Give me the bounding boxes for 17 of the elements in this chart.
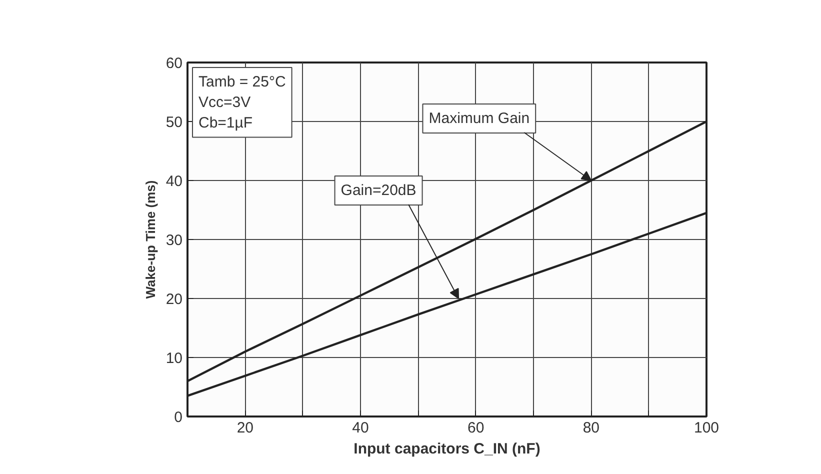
x-tick-label: 80 bbox=[582, 420, 600, 436]
x-tick-label: 40 bbox=[352, 420, 369, 436]
annotation: Tamb = 25°C Vcc=3V Cb=1µF bbox=[198, 74, 286, 132]
y-tick-label: 30 bbox=[166, 232, 183, 249]
y-tick-label: 20 bbox=[166, 291, 183, 308]
annotation: Maximum Gain bbox=[428, 110, 530, 127]
x-axis-title: Input capacitors C_IN (nF) bbox=[354, 440, 540, 458]
y-tick-label: 40 bbox=[166, 173, 183, 190]
annotation: Gain=20dB bbox=[340, 182, 416, 199]
x-tick-label: 20 bbox=[236, 420, 254, 436]
y-tick-label: 50 bbox=[166, 114, 183, 131]
y-tick-label: 60 bbox=[166, 55, 183, 72]
x-tick-label: 100 bbox=[694, 420, 720, 436]
y-axis-title: Wake-up Time (ms) bbox=[142, 180, 158, 299]
y-tick-label: 10 bbox=[166, 350, 183, 367]
y-tick-label: 0 bbox=[174, 409, 182, 426]
x-tick-label: 60 bbox=[467, 420, 484, 436]
